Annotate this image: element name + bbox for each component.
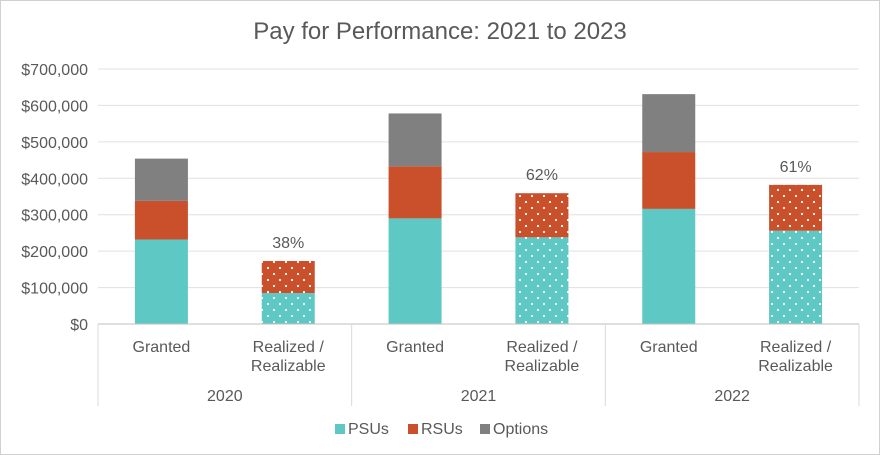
x-category-label: Granted [386, 339, 444, 356]
legend-swatch [480, 424, 490, 434]
psu-segment [134, 239, 188, 324]
x-category-label: Granted [640, 339, 698, 356]
legend-label: RSUs [421, 421, 463, 438]
x-axis: Granted Realized / Realizable Granted Realiz… [97, 323, 860, 406]
psu-segment [769, 230, 823, 324]
rsu-segment [642, 152, 696, 209]
options-segment [642, 94, 696, 153]
rsu-segment [134, 200, 188, 240]
rsu-segment [515, 193, 569, 238]
gridlines [98, 68, 859, 289]
options-segment [388, 113, 442, 167]
y-tick-label: $100,000 [21, 281, 88, 298]
y-tick-label: $500,000 [21, 135, 88, 152]
y-tick-label: $600,000 [21, 98, 88, 115]
x-category-label: Realizable [505, 358, 580, 375]
y-tick-label: $300,000 [21, 208, 88, 225]
legend: PSUs RSUs Options [335, 421, 548, 438]
legend-swatch [408, 424, 418, 434]
x-group-label: 2020 [207, 388, 243, 405]
x-category-label: Realized / [506, 339, 578, 356]
rsu-segment [769, 184, 823, 231]
legend-swatch [335, 424, 345, 434]
options-segment [134, 158, 188, 201]
y-tick-label: $200,000 [21, 244, 88, 261]
x-group-label: 2021 [461, 388, 497, 405]
y-axis-ticks: $0 $100,000 $200,000 $300,000 $400,000 $500,0… [21, 62, 88, 334]
percent-label: 61% [780, 159, 812, 176]
rsu-segment [261, 260, 315, 294]
x-category-label: Granted [133, 339, 191, 356]
rsu-segment [388, 166, 442, 219]
legend-label: Options [493, 421, 548, 438]
percent-label: 38% [272, 235, 304, 252]
y-tick-label: $700,000 [21, 62, 88, 79]
psu-segment [515, 237, 569, 324]
x-category-label: Realizable [251, 358, 326, 375]
chart-title: Pay for Performance: 2021 to 2023 [253, 18, 627, 45]
x-group-label: 2022 [714, 388, 750, 405]
y-tick-label: $0 [70, 317, 88, 334]
psu-segment [261, 293, 315, 324]
y-tick-label: $400,000 [21, 171, 88, 188]
x-category-label: Realizable [758, 358, 833, 375]
percent-label: 62% [526, 167, 558, 184]
bars: 38% 62% 61% [134, 94, 823, 324]
psu-segment [642, 208, 696, 324]
x-category-label: Realized / [253, 339, 325, 356]
x-category-label: Realized / [760, 339, 832, 356]
psu-segment [388, 218, 442, 324]
legend-label: PSUs [348, 421, 389, 438]
